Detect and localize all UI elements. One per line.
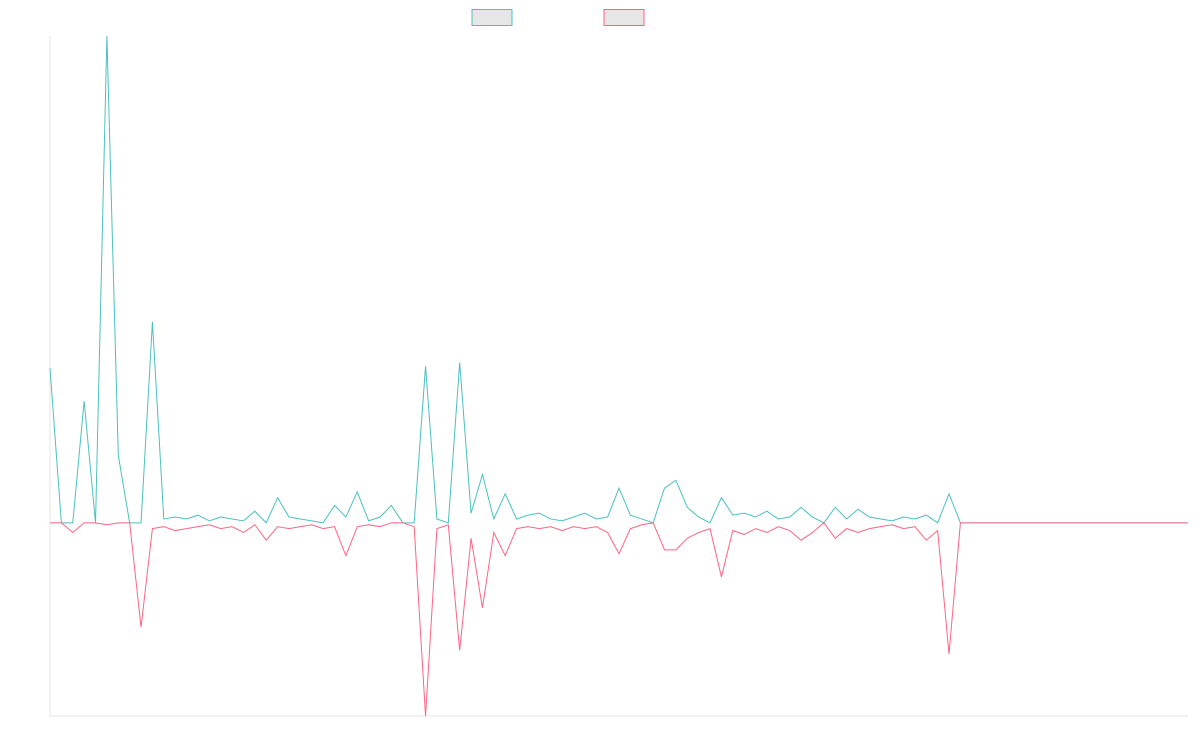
line-series	[50, 522, 1188, 717]
legend-swatch[interactable]	[603, 9, 645, 26]
line-series	[49, 35, 1188, 524]
legend-swatch[interactable]	[471, 9, 513, 26]
